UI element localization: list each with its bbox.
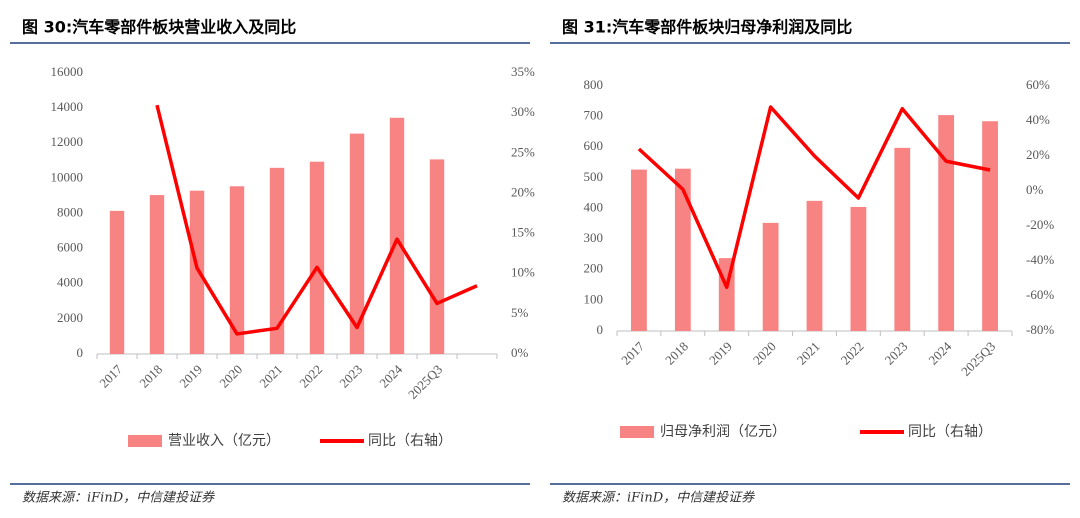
bar — [309, 161, 325, 354]
y-tick-label: 800 — [584, 77, 604, 92]
legend-label: 归母净利润（亿元） — [660, 423, 786, 440]
bar — [149, 195, 165, 354]
legend-swatch — [128, 435, 162, 447]
x-tick-label: 2023 — [336, 362, 365, 391]
bar — [674, 168, 691, 331]
bar — [349, 133, 365, 354]
line-series — [155, 104, 478, 336]
y2-tick-label: 15% — [511, 225, 535, 240]
source-note: 数据来源：iFinD，中信建投证券 — [22, 491, 215, 506]
bar — [762, 222, 779, 331]
y2-tick-label: 10% — [511, 265, 535, 280]
y-tick-label: 16000 — [51, 64, 84, 79]
x-tick-label: 2024 — [925, 338, 954, 367]
y-tick-label: 0 — [77, 345, 84, 360]
y2-tick-label: 25% — [511, 144, 535, 159]
x-tick-label: 2018 — [662, 339, 691, 368]
x-tick-label: 2018 — [136, 362, 165, 391]
bar — [631, 169, 647, 331]
x-tick-label: 2025Q3 — [958, 339, 998, 379]
x-tick-label: 2024 — [376, 361, 405, 390]
y-tick-label: 500 — [584, 169, 604, 184]
bar — [269, 167, 285, 354]
bar — [389, 117, 405, 354]
x-tick-label: 2022 — [296, 362, 325, 391]
y-tick-label: 14000 — [51, 99, 84, 114]
x-tick-label: 2017 — [618, 338, 647, 367]
y2-tick-label: -20% — [1026, 217, 1054, 232]
y2-tick-label: -60% — [1026, 287, 1054, 302]
legend-label: 同比（右轴） — [368, 433, 452, 449]
y2-tick-label: 0% — [511, 345, 529, 360]
y-tick-label: 400 — [584, 199, 604, 214]
y-tick-label: 6000 — [57, 240, 83, 255]
bar — [938, 115, 955, 331]
x-tick-label: 2019 — [706, 339, 735, 368]
x-tick-label: 2022 — [838, 339, 867, 368]
y2-tick-label: 40% — [1026, 112, 1050, 127]
y2-tick-label: 60% — [1026, 77, 1050, 92]
y-tick-label: 700 — [584, 108, 604, 123]
bar — [894, 147, 911, 331]
y2-tick-label: -40% — [1026, 252, 1054, 267]
y-tick-label: 10000 — [51, 169, 84, 184]
y2-tick-label: 20% — [1026, 147, 1050, 162]
x-tick-label: 2019 — [176, 362, 205, 391]
y-tick-label: 600 — [584, 138, 604, 153]
chart-title: 图 30:汽车零部件板块营业收入及同比 — [22, 18, 296, 37]
bar — [189, 190, 205, 354]
x-tick-label: 2025Q3 — [405, 362, 445, 402]
y-tick-label: 200 — [584, 261, 604, 276]
bar — [850, 206, 867, 331]
bar — [109, 210, 125, 354]
x-tick-label: 2023 — [882, 339, 911, 368]
legend-label: 同比（右轴） — [908, 424, 992, 440]
legend-label: 营业收入（亿元） — [168, 433, 280, 449]
x-tick-label: 2021 — [794, 339, 823, 368]
y-tick-label: 4000 — [57, 275, 83, 290]
y2-tick-label: -80% — [1026, 322, 1054, 337]
y-tick-label: 8000 — [57, 204, 83, 219]
y2-tick-label: 20% — [511, 184, 535, 199]
y-tick-label: 12000 — [51, 134, 84, 149]
x-tick-label: 2020 — [216, 362, 245, 391]
y2-tick-label: 0% — [1026, 182, 1044, 197]
line-series — [637, 105, 991, 289]
chart-title: 图 31:汽车零部件板块归母净利润及同比 — [562, 18, 852, 37]
x-tick-label: 2020 — [750, 339, 779, 368]
y-tick-label: 2000 — [57, 310, 83, 325]
y2-tick-label: 35% — [511, 64, 535, 79]
bar — [982, 121, 998, 331]
legend-swatch — [620, 426, 654, 438]
source-note: 数据来源：iFinD，中信建投证券 — [562, 491, 755, 506]
bar — [229, 186, 245, 354]
y2-tick-label: 5% — [511, 305, 529, 320]
y2-tick-label: 30% — [511, 104, 535, 119]
y-tick-label: 300 — [584, 230, 604, 245]
x-tick-label: 2021 — [256, 362, 285, 391]
bar — [806, 200, 823, 331]
bar — [429, 159, 445, 354]
y-tick-label: 0 — [597, 322, 604, 337]
y-tick-label: 100 — [584, 291, 604, 306]
x-tick-label: 2017 — [96, 361, 125, 390]
